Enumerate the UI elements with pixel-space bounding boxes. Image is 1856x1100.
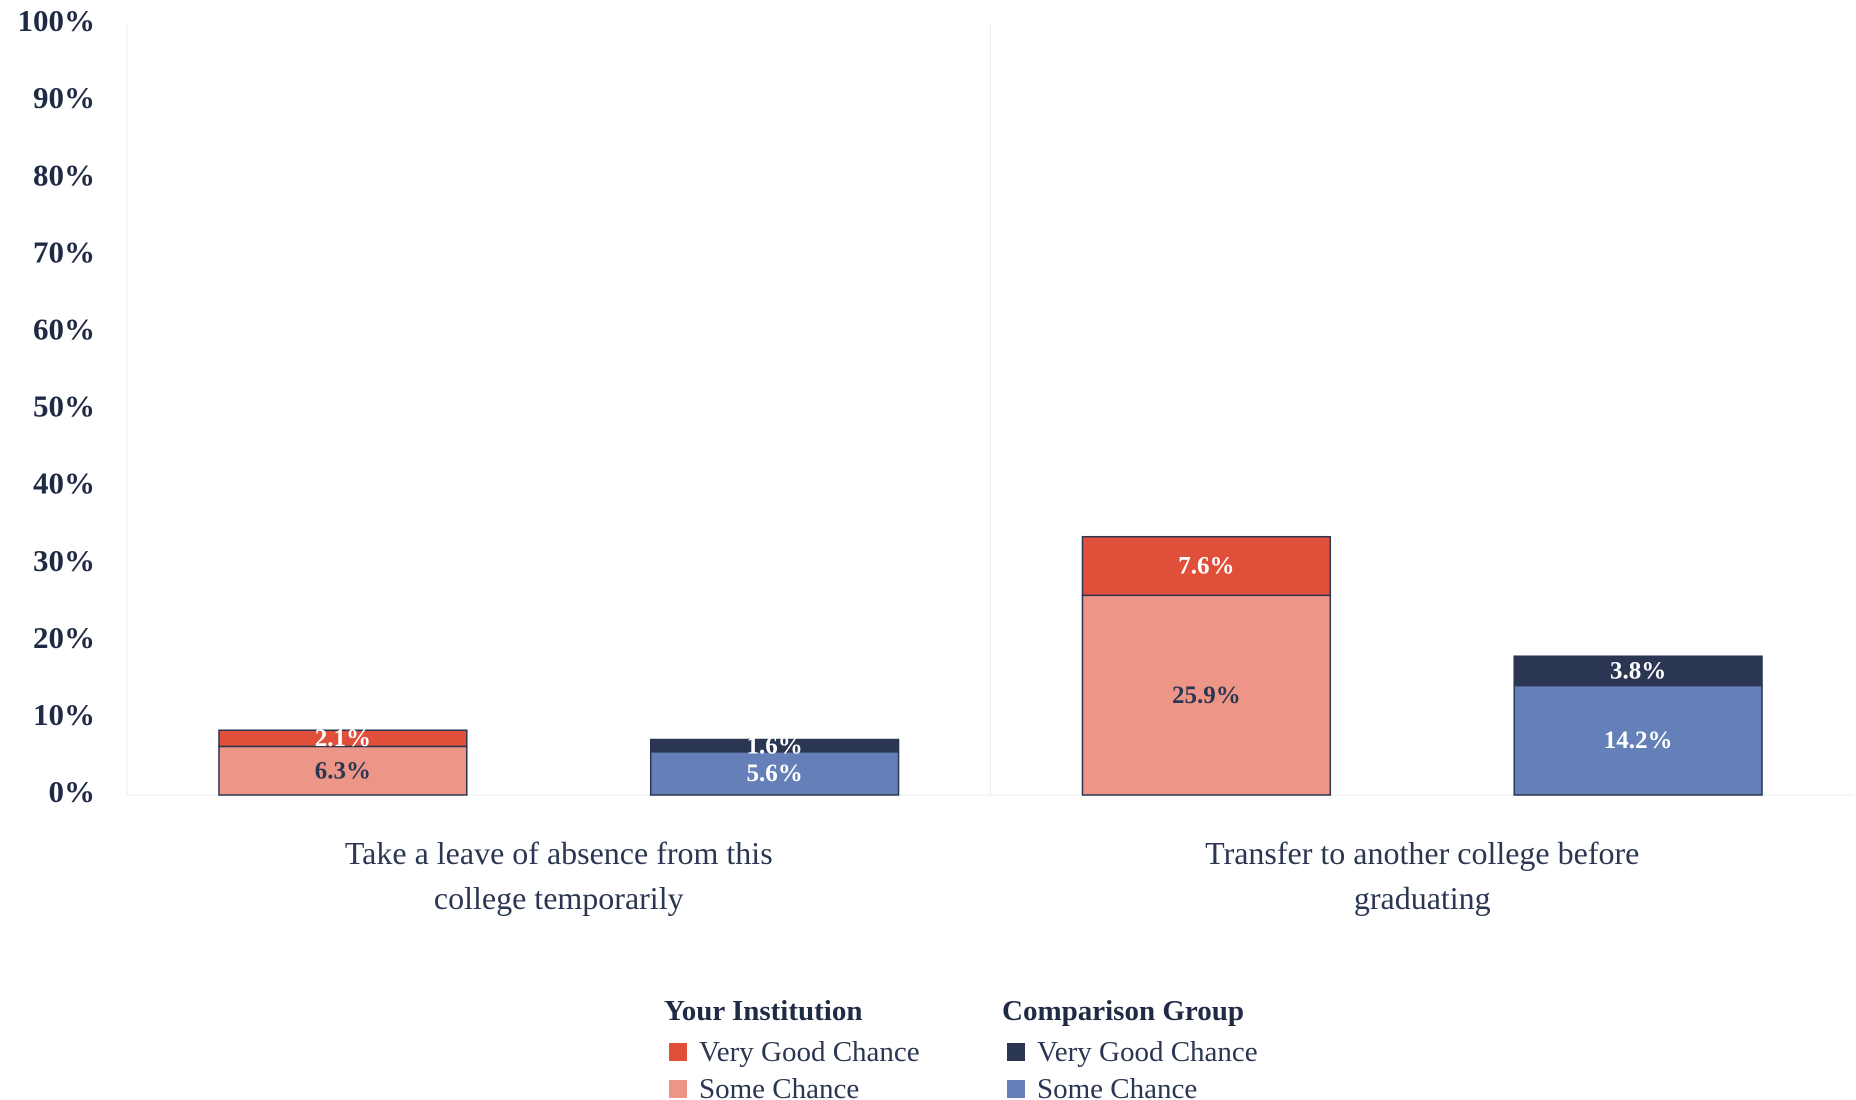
y-tick-label: 70%	[33, 234, 95, 269]
x-tick-label: Take a leave of absence from this colleg…	[344, 835, 773, 916]
legend-item: Some Chance	[669, 1073, 859, 1100]
y-tick-label: 20%	[33, 620, 95, 655]
y-tick-label: 50%	[33, 389, 95, 424]
data-label: 3.8%	[1610, 658, 1666, 685]
bar-segment	[649, 751, 900, 796]
data-label: 2.1%	[315, 725, 371, 752]
data-label: 1.6%	[747, 732, 803, 759]
legend-title: Comparison Group	[1002, 995, 1244, 1027]
legend-label: Very Good Chance	[699, 1036, 920, 1068]
y-tick-label: 0%	[49, 774, 96, 809]
bar-segment	[649, 738, 900, 753]
y-tick-label: 40%	[33, 466, 95, 501]
y-tick-label: 80%	[33, 157, 95, 192]
bar-segment	[218, 745, 468, 796]
bar-segment	[1081, 535, 1332, 597]
legend-item: Some Chance	[1007, 1073, 1197, 1100]
legend-swatch	[669, 1080, 687, 1099]
data-label: 5.6%	[747, 760, 803, 787]
legend-title: Your Institution	[664, 995, 863, 1027]
data-label: 7.6%	[1178, 553, 1234, 580]
bar-segment	[1513, 655, 1763, 687]
legend-label: Very Good Chance	[1037, 1036, 1258, 1068]
y-tick-label: 60%	[33, 312, 95, 347]
legend-swatch	[1007, 1043, 1025, 1062]
y-tick-label: 90%	[33, 80, 95, 115]
bar-segment	[1513, 684, 1763, 796]
data-label: 25.9%	[1172, 682, 1241, 709]
y-tick-label: 10%	[33, 697, 95, 732]
bar-segment	[218, 729, 468, 748]
data-label: 6.3%	[315, 757, 371, 784]
legend-item: Very Good Chance	[1007, 1036, 1258, 1069]
y-tick-label: 100%	[18, 3, 96, 38]
legend-item: Very Good Chance	[669, 1036, 920, 1069]
bar-segment	[1081, 594, 1332, 796]
legend-swatch	[1007, 1080, 1025, 1099]
legend-label: Some Chance	[699, 1073, 860, 1100]
legend-swatch	[669, 1043, 687, 1062]
data-label: 14.2%	[1604, 727, 1673, 754]
legend-label: Some Chance	[1037, 1073, 1198, 1100]
y-tick-label: 30%	[33, 543, 95, 578]
x-tick-label: Transfer to another college before gradu…	[1205, 835, 1640, 916]
